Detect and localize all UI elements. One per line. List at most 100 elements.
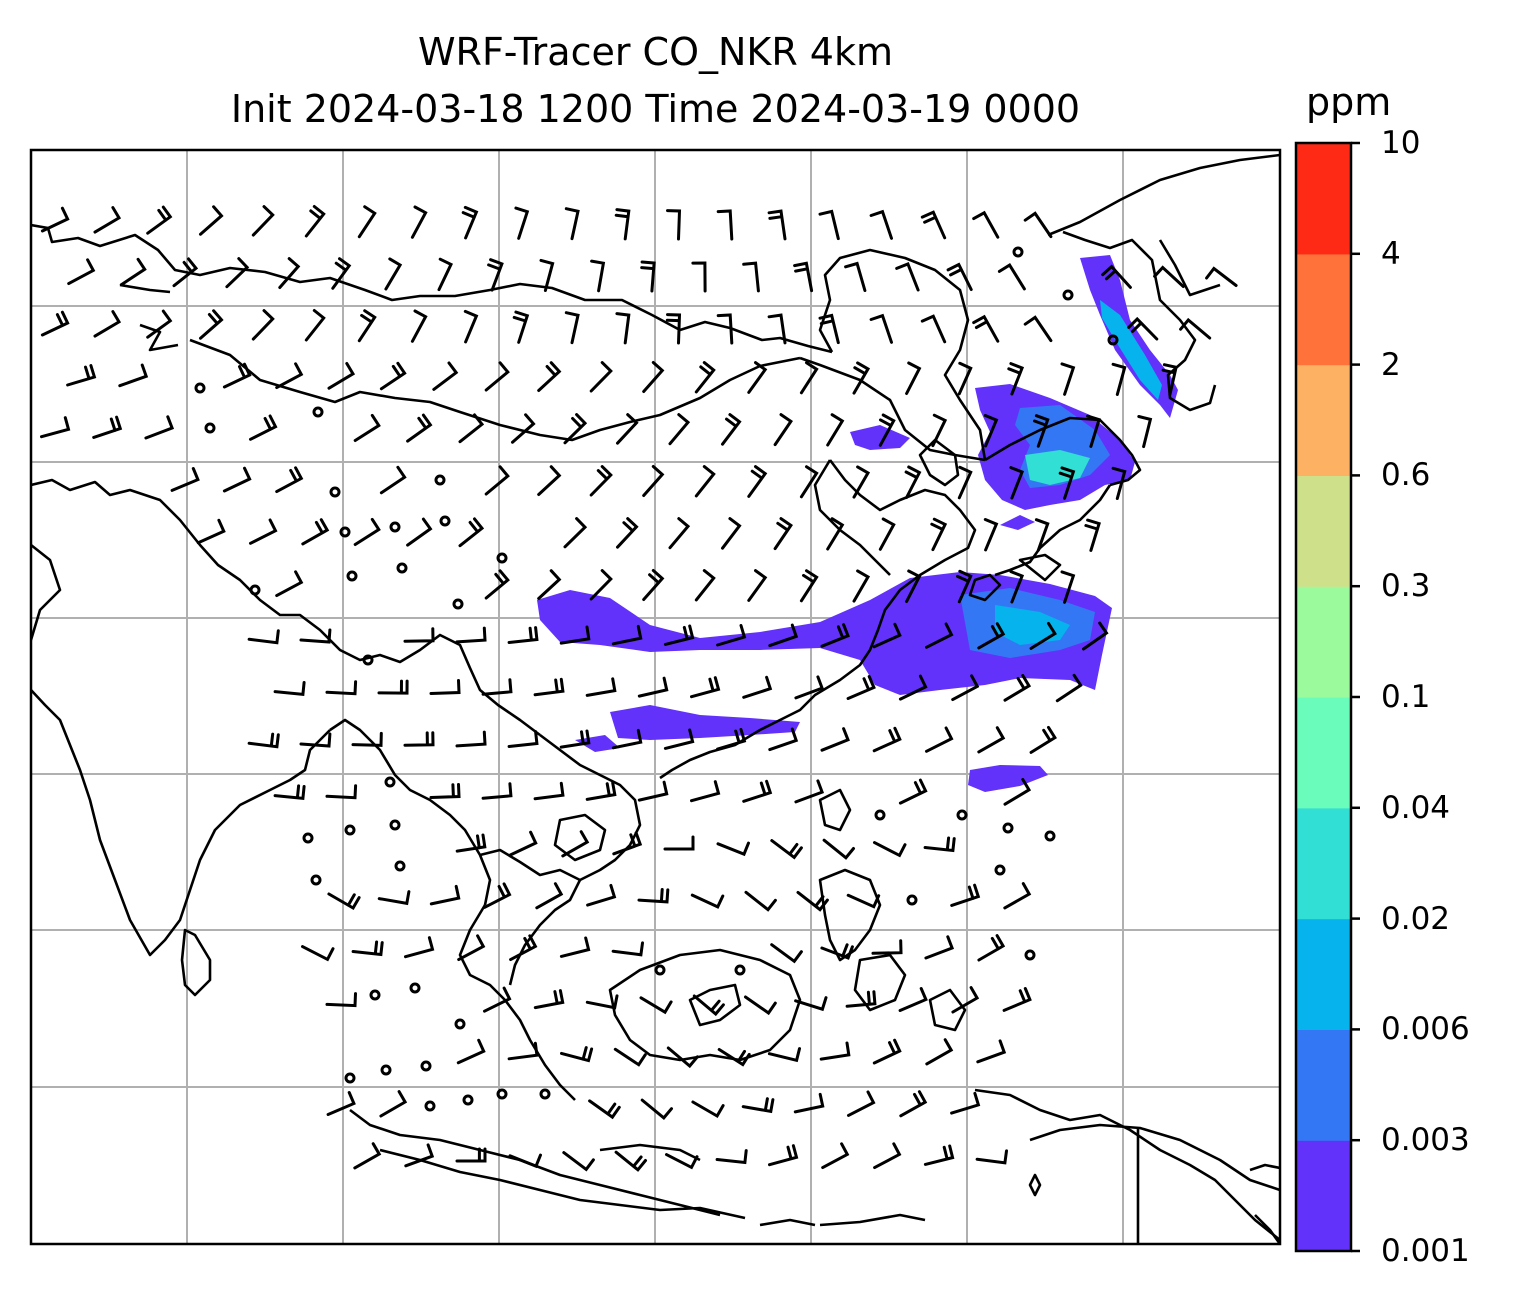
wind-barb bbox=[275, 466, 304, 494]
wind-barb bbox=[976, 1039, 1007, 1064]
wind-barb bbox=[1023, 211, 1053, 239]
wind-barb bbox=[794, 675, 825, 700]
wind-barb bbox=[615, 312, 631, 345]
wind-barb bbox=[997, 263, 1026, 291]
wind-barb bbox=[93, 206, 122, 234]
wind-barb bbox=[437, 257, 453, 292]
wind-barb bbox=[429, 884, 461, 906]
wind-barb bbox=[586, 883, 617, 907]
wind-barb bbox=[585, 994, 619, 1010]
wind-barb bbox=[379, 465, 407, 495]
wind-barb bbox=[747, 569, 768, 602]
wind-barb bbox=[878, 517, 896, 551]
wind-barb bbox=[773, 413, 793, 447]
wind-barb bbox=[275, 570, 304, 598]
wind-barb bbox=[561, 830, 590, 858]
calm-wind-marker bbox=[312, 406, 324, 418]
wind-barb bbox=[716, 313, 734, 345]
colorbar-ticks bbox=[1351, 141, 1360, 1253]
calm-wind-marker bbox=[1044, 830, 1056, 842]
wind-barb bbox=[1111, 362, 1127, 396]
wind-barb bbox=[920, 314, 947, 344]
wind-barb bbox=[611, 624, 643, 646]
wind-barb bbox=[721, 517, 742, 550]
calm-wind-marker bbox=[329, 486, 341, 498]
wind-barb bbox=[170, 467, 200, 492]
wind-barb bbox=[273, 784, 306, 801]
wind-barb bbox=[172, 257, 199, 288]
wind-barb bbox=[514, 206, 530, 240]
colorbar-tick-label: 0.6 bbox=[1381, 457, 1431, 494]
wind-barb bbox=[642, 465, 665, 497]
wind-barb bbox=[616, 413, 639, 445]
wind-barb bbox=[716, 624, 747, 647]
wind-barb bbox=[716, 841, 750, 857]
wind-barb bbox=[898, 987, 928, 1012]
calm-wind-marker bbox=[339, 526, 351, 538]
wind-barb bbox=[404, 1143, 435, 1168]
wind-barb bbox=[872, 726, 902, 753]
wind-barb bbox=[144, 415, 175, 440]
wind-barb bbox=[694, 569, 716, 602]
wind-barb bbox=[357, 309, 377, 343]
wind-barb bbox=[920, 210, 947, 240]
wind-barb bbox=[691, 1100, 725, 1119]
wind-barb bbox=[768, 727, 799, 752]
wind-barb bbox=[455, 1147, 487, 1163]
wind-barb bbox=[249, 518, 278, 545]
wind-barb bbox=[744, 890, 777, 912]
wind-barb bbox=[1161, 363, 1178, 397]
wind-barb bbox=[668, 413, 691, 446]
wind-barb bbox=[484, 465, 510, 496]
colorbar-tick-label: 2 bbox=[1381, 346, 1401, 383]
chart-title: WRF-Tracer CO_NKR 4km bbox=[417, 30, 894, 74]
colorbar-tick-label: 10 bbox=[1381, 125, 1421, 161]
wind-barb bbox=[904, 465, 922, 499]
wind-barb bbox=[616, 517, 639, 549]
calm-wind-marker bbox=[409, 982, 421, 994]
wind-barb bbox=[946, 262, 973, 291]
wind-barb bbox=[768, 623, 799, 648]
wind-barb bbox=[822, 838, 855, 860]
calm-wind-marker bbox=[994, 864, 1006, 876]
wind-barb bbox=[1082, 621, 1109, 651]
calm-wind-marker bbox=[420, 1060, 432, 1072]
wind-barb bbox=[406, 413, 433, 443]
wind-barb bbox=[406, 517, 433, 547]
wind-barb bbox=[537, 361, 562, 392]
wind-barb bbox=[818, 209, 840, 241]
wind-barb bbox=[715, 1149, 748, 1165]
calm-wind-marker bbox=[389, 521, 401, 533]
wind-barb bbox=[923, 836, 956, 853]
wind-barb bbox=[455, 833, 487, 853]
wind-barb bbox=[1137, 415, 1153, 449]
wind-barb bbox=[640, 260, 656, 293]
wind-barb bbox=[665, 1153, 699, 1170]
wind-barb bbox=[799, 361, 819, 395]
wind-barb bbox=[429, 679, 461, 695]
calm-wind-marker bbox=[249, 584, 261, 596]
wind-barb bbox=[481, 678, 513, 696]
wind-barb bbox=[118, 363, 149, 388]
wind-barb bbox=[461, 205, 479, 240]
wind-barb bbox=[66, 364, 97, 387]
wind-barb bbox=[562, 1151, 595, 1172]
wind-barb bbox=[351, 731, 383, 747]
wind-barb bbox=[507, 626, 539, 644]
wind-barb bbox=[895, 262, 920, 292]
wind-barb bbox=[196, 518, 226, 545]
wind-barb bbox=[247, 732, 280, 749]
wind-barb bbox=[273, 681, 306, 697]
wind-barb bbox=[507, 1041, 539, 1061]
calm-wind-marker bbox=[384, 776, 396, 788]
wind-barb bbox=[432, 361, 459, 391]
wind-barb bbox=[327, 362, 356, 390]
wind-barb bbox=[458, 413, 485, 444]
calm-wind-marker bbox=[394, 860, 406, 872]
colorbar-tick-label: 0.1 bbox=[1381, 679, 1431, 715]
wind-barb bbox=[585, 781, 617, 801]
wind-barb bbox=[1179, 317, 1212, 340]
wind-barb bbox=[742, 261, 760, 293]
wind-barb bbox=[455, 730, 487, 748]
wind-barb bbox=[642, 361, 665, 393]
